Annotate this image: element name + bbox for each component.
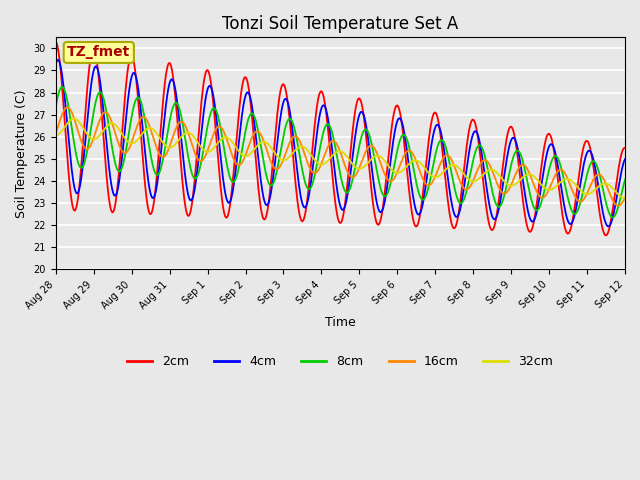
16cm <box>62 105 70 111</box>
2cm <box>621 145 629 151</box>
Line: 32cm: 32cm <box>56 119 625 198</box>
8cm <box>609 215 616 220</box>
Line: 8cm: 8cm <box>56 87 625 217</box>
32cm <box>209 145 217 151</box>
32cm <box>411 157 419 163</box>
2cm <box>62 138 70 144</box>
X-axis label: Time: Time <box>325 316 356 329</box>
16cm <box>411 154 419 160</box>
Line: 4cm: 4cm <box>56 60 625 227</box>
4cm <box>179 156 187 162</box>
2cm <box>121 97 129 103</box>
16cm <box>52 131 60 136</box>
8cm <box>58 84 66 90</box>
Line: 2cm: 2cm <box>56 42 625 235</box>
2cm <box>179 179 186 185</box>
2cm <box>209 93 216 99</box>
4cm <box>209 93 217 99</box>
16cm <box>179 120 187 126</box>
Title: Tonzi Soil Temperature Set A: Tonzi Soil Temperature Set A <box>222 15 458 33</box>
2cm <box>426 126 434 132</box>
8cm <box>427 173 435 179</box>
4cm <box>411 201 419 207</box>
Text: TZ_fmet: TZ_fmet <box>67 46 131 60</box>
16cm <box>621 195 629 201</box>
32cm <box>621 195 629 201</box>
16cm <box>64 105 72 110</box>
2cm <box>52 39 60 45</box>
8cm <box>179 124 187 130</box>
4cm <box>427 144 435 150</box>
16cm <box>122 150 129 156</box>
Y-axis label: Soil Temperature (C): Soil Temperature (C) <box>15 89 28 217</box>
8cm <box>52 104 60 109</box>
Legend: 2cm, 4cm, 8cm, 16cm, 32cm: 2cm, 4cm, 8cm, 16cm, 32cm <box>122 350 558 373</box>
32cm <box>70 116 78 121</box>
16cm <box>614 203 621 209</box>
2cm <box>602 232 610 238</box>
4cm <box>122 120 129 126</box>
Line: 16cm: 16cm <box>56 108 625 206</box>
32cm <box>52 132 60 138</box>
4cm <box>54 57 62 63</box>
8cm <box>63 96 70 101</box>
32cm <box>122 136 129 142</box>
8cm <box>411 170 419 176</box>
8cm <box>621 177 629 182</box>
4cm <box>621 156 629 162</box>
2cm <box>410 219 417 225</box>
16cm <box>209 132 217 137</box>
4cm <box>63 117 70 123</box>
4cm <box>52 61 60 67</box>
32cm <box>427 172 435 178</box>
8cm <box>122 150 129 156</box>
32cm <box>179 132 187 138</box>
8cm <box>209 106 217 111</box>
4cm <box>605 224 612 229</box>
16cm <box>427 181 435 187</box>
32cm <box>62 122 70 128</box>
